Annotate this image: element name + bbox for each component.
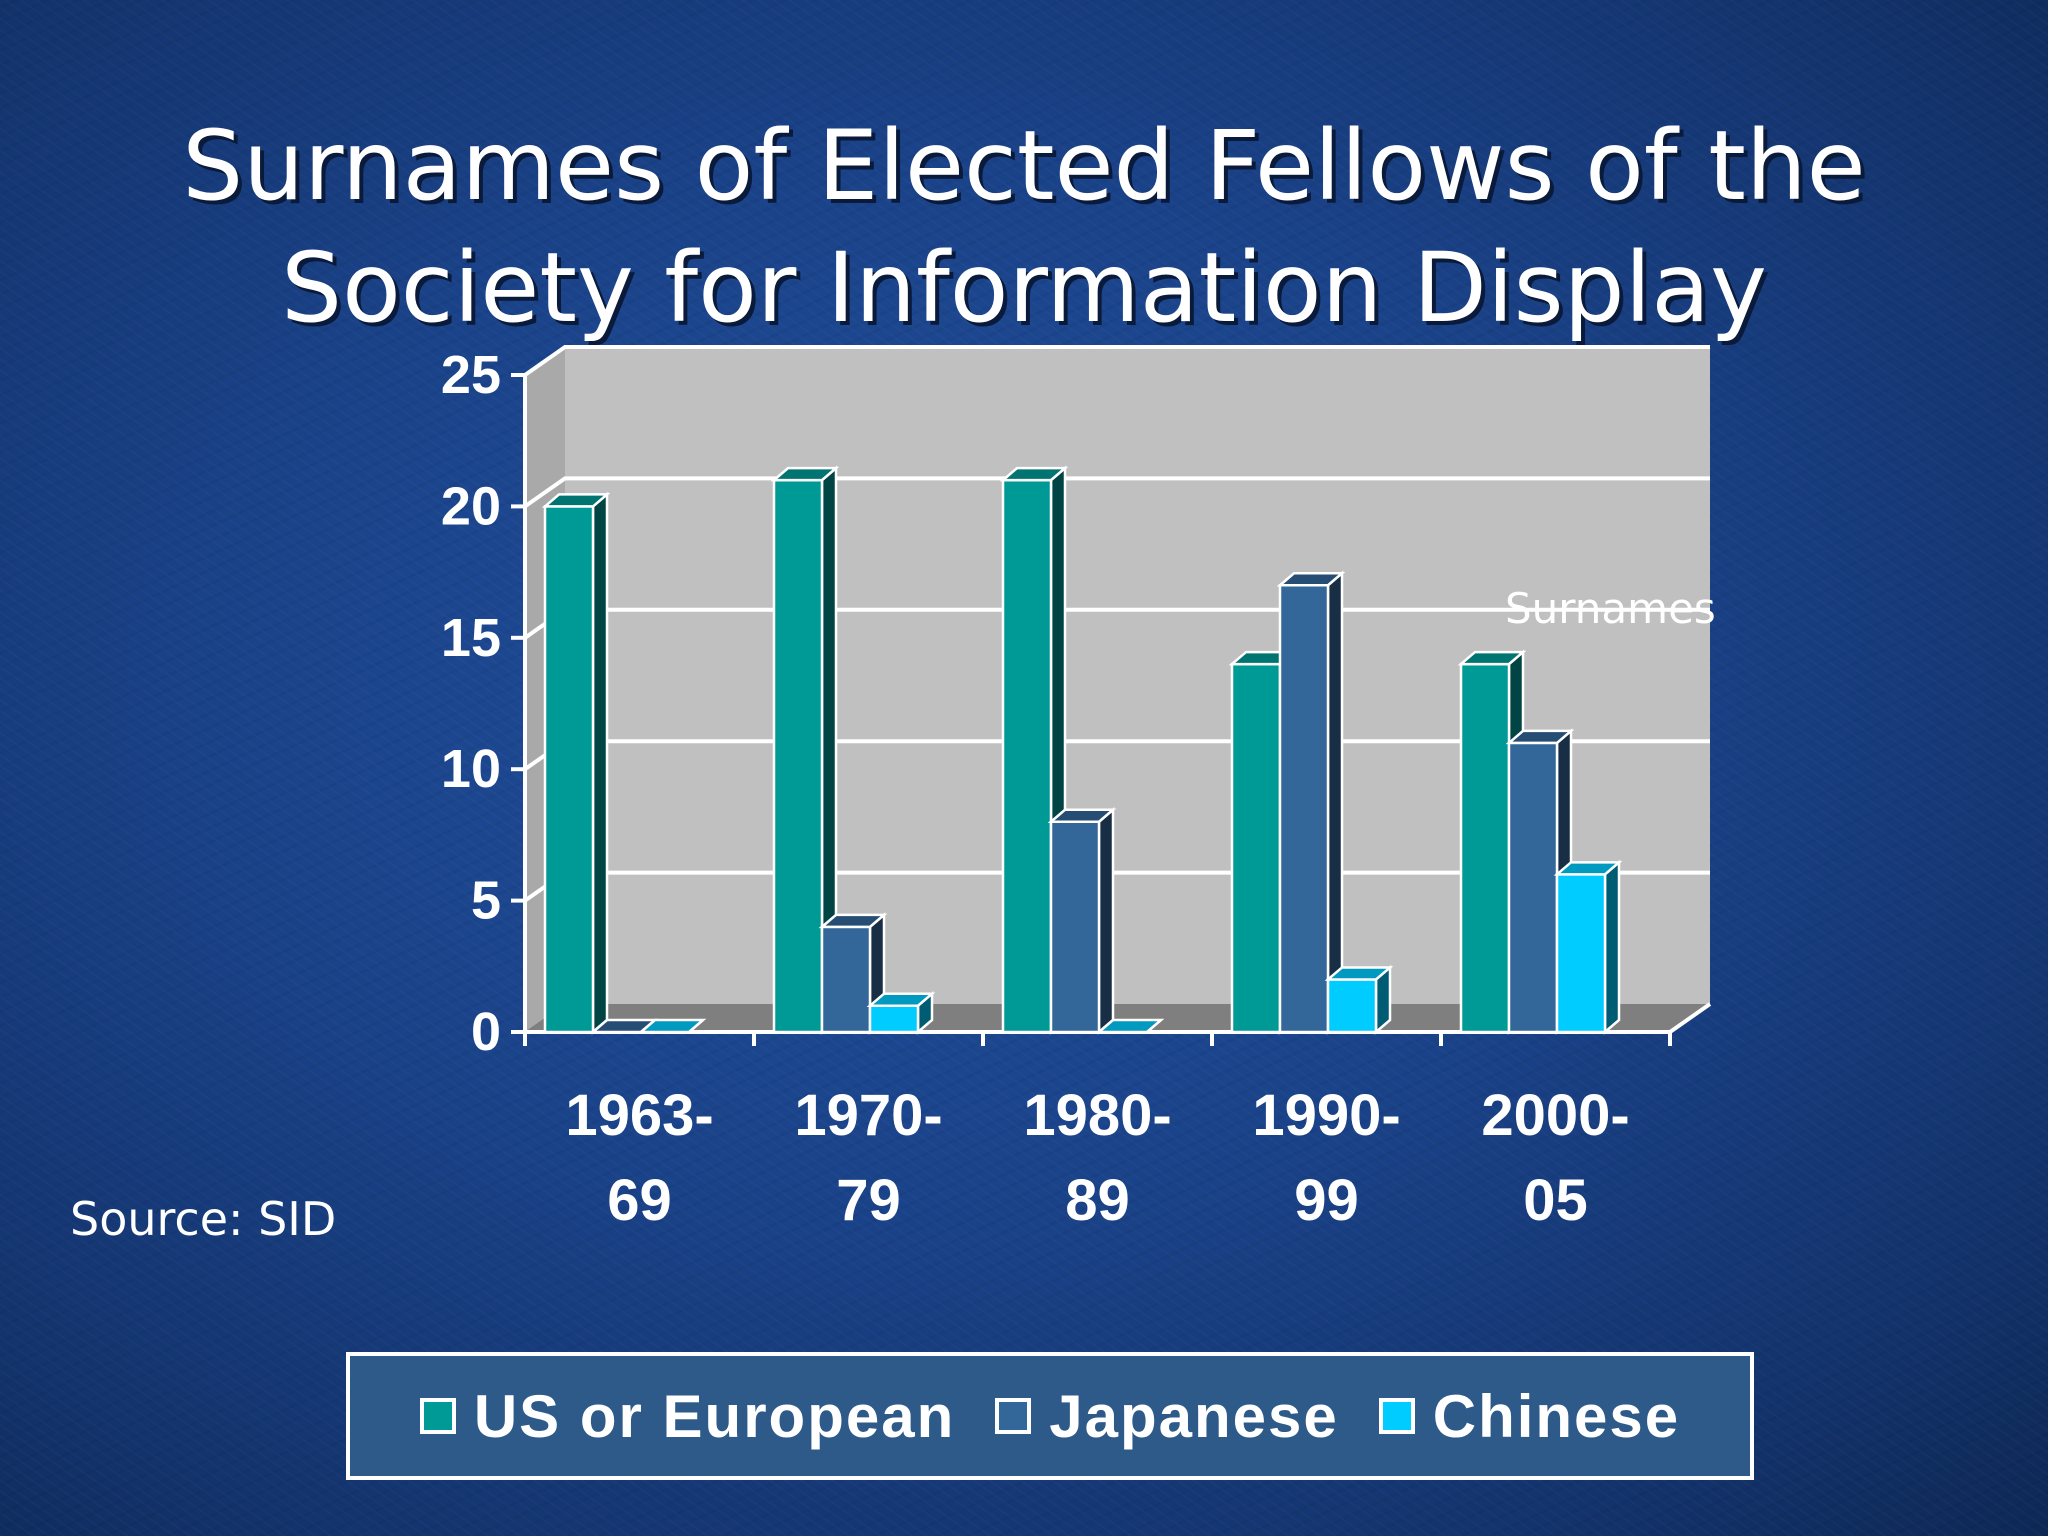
x-tick-label-3-line-0: 1990- xyxy=(1252,1083,1400,1148)
bar-japanese-3 xyxy=(1276,570,1346,1035)
x-tick-label-3-line-1: 99 xyxy=(1294,1168,1359,1233)
legend-swatch-us-european xyxy=(419,1398,456,1434)
x-tick-label-4-line-0: 2000- xyxy=(1481,1083,1629,1148)
bar-chinese-3-front xyxy=(1326,978,1378,1034)
x-tick-label-2-line-0: 1980- xyxy=(1023,1083,1171,1148)
bar-chinese-2-top xyxy=(1095,1018,1165,1034)
bar-us-european-0-top xyxy=(541,493,611,508)
x-tick-label-2-line-1: 89 xyxy=(1065,1168,1130,1233)
bar-japanese-3-side xyxy=(1326,570,1344,1035)
slide-title: Surnames of Elected Fellows of the Socie… xyxy=(0,105,2048,349)
bar-chinese-0-top xyxy=(637,1018,707,1034)
bar-us-european-1-front xyxy=(772,478,824,1034)
gridline-20 xyxy=(523,476,1710,509)
legend-item-us-european: US or European xyxy=(419,1382,956,1451)
legend-swatch-japanese xyxy=(995,1398,1032,1434)
x-tick-label-0-line-0: 1963- xyxy=(565,1083,713,1148)
bar-japanese-2-front xyxy=(1049,820,1101,1034)
bar-us-european-0-side xyxy=(591,491,609,1035)
bar-us-european-3-front xyxy=(1230,662,1282,1034)
bar-japanese-1-front xyxy=(820,925,872,1034)
bar-chinese-4-front xyxy=(1555,873,1607,1034)
y-tick-label-10: 10 xyxy=(441,739,501,799)
bar-us-european-4-front xyxy=(1459,662,1511,1034)
bar-chinese-1 xyxy=(866,991,936,1035)
legend-item-japanese: Japanese xyxy=(995,1382,1339,1451)
bar-chinese-0 xyxy=(637,1018,707,1034)
y-tick-label-15: 15 xyxy=(441,608,501,668)
legend-label-us-european: US or European xyxy=(473,1382,956,1450)
bar-japanese-2 xyxy=(1047,807,1117,1035)
x-tick-label-0-line-1: 69 xyxy=(607,1168,672,1233)
bar-japanese-4-front xyxy=(1507,741,1559,1034)
chart-legend: US or European Japanese Chinese xyxy=(346,1352,1754,1480)
bar-chinese-3 xyxy=(1324,964,1394,1035)
y-tick-label-25: 25 xyxy=(441,345,501,405)
gridline-25 xyxy=(523,345,1710,377)
bar-chinese-4 xyxy=(1553,859,1623,1035)
bar-japanese-3-top xyxy=(1276,571,1346,587)
bar-chinese-2 xyxy=(1095,1018,1165,1034)
bar-japanese-3-front xyxy=(1278,583,1330,1034)
title-line-2: Society for Information Display xyxy=(281,232,1767,344)
bar-japanese-4-top xyxy=(1505,729,1575,745)
y-tick-label-20: 20 xyxy=(441,476,501,536)
bar-us-european-0 xyxy=(541,491,611,1035)
bar-us-european-2-front xyxy=(1001,478,1053,1034)
y-tick-label-0: 0 xyxy=(471,1002,501,1062)
x-tick-label-1-line-1: 79 xyxy=(836,1168,901,1233)
bar-us-european-2-top xyxy=(999,466,1069,482)
source-note: Source: SID xyxy=(70,1192,337,1246)
title-line-1: Surnames of Elected Fellows of the xyxy=(182,110,1866,222)
y-tick-label-5: 5 xyxy=(471,871,501,931)
bar-japanese-2-side xyxy=(1097,807,1115,1035)
legend-label-japanese: Japanese xyxy=(1049,1382,1339,1450)
chart-annotation: Surnames xyxy=(1505,584,1716,633)
bar-japanese-2-top xyxy=(1047,808,1117,824)
bar-us-european-4-top xyxy=(1457,650,1527,666)
bar-chinese-4-top xyxy=(1553,861,1623,876)
legend-label-chinese: Chinese xyxy=(1432,1382,1681,1450)
bar-chinese-1-front xyxy=(868,1004,920,1034)
bar-us-european-1 xyxy=(770,465,840,1035)
bar-chinese-1-top xyxy=(866,992,936,1007)
x-tick-label-1-line-0: 1970- xyxy=(794,1083,942,1148)
bar-chinese-3-top xyxy=(1324,966,1394,981)
bar-japanese-1-top xyxy=(818,913,888,929)
x-tick-label-4-line-1: 05 xyxy=(1523,1168,1588,1233)
bar-chinese-4-side xyxy=(1603,859,1621,1035)
legend-swatch-chinese xyxy=(1378,1398,1415,1434)
bar-us-european-1-top xyxy=(770,466,840,482)
bar-us-european-0-front xyxy=(543,505,595,1034)
legend-item-chinese: Chinese xyxy=(1378,1382,1681,1451)
